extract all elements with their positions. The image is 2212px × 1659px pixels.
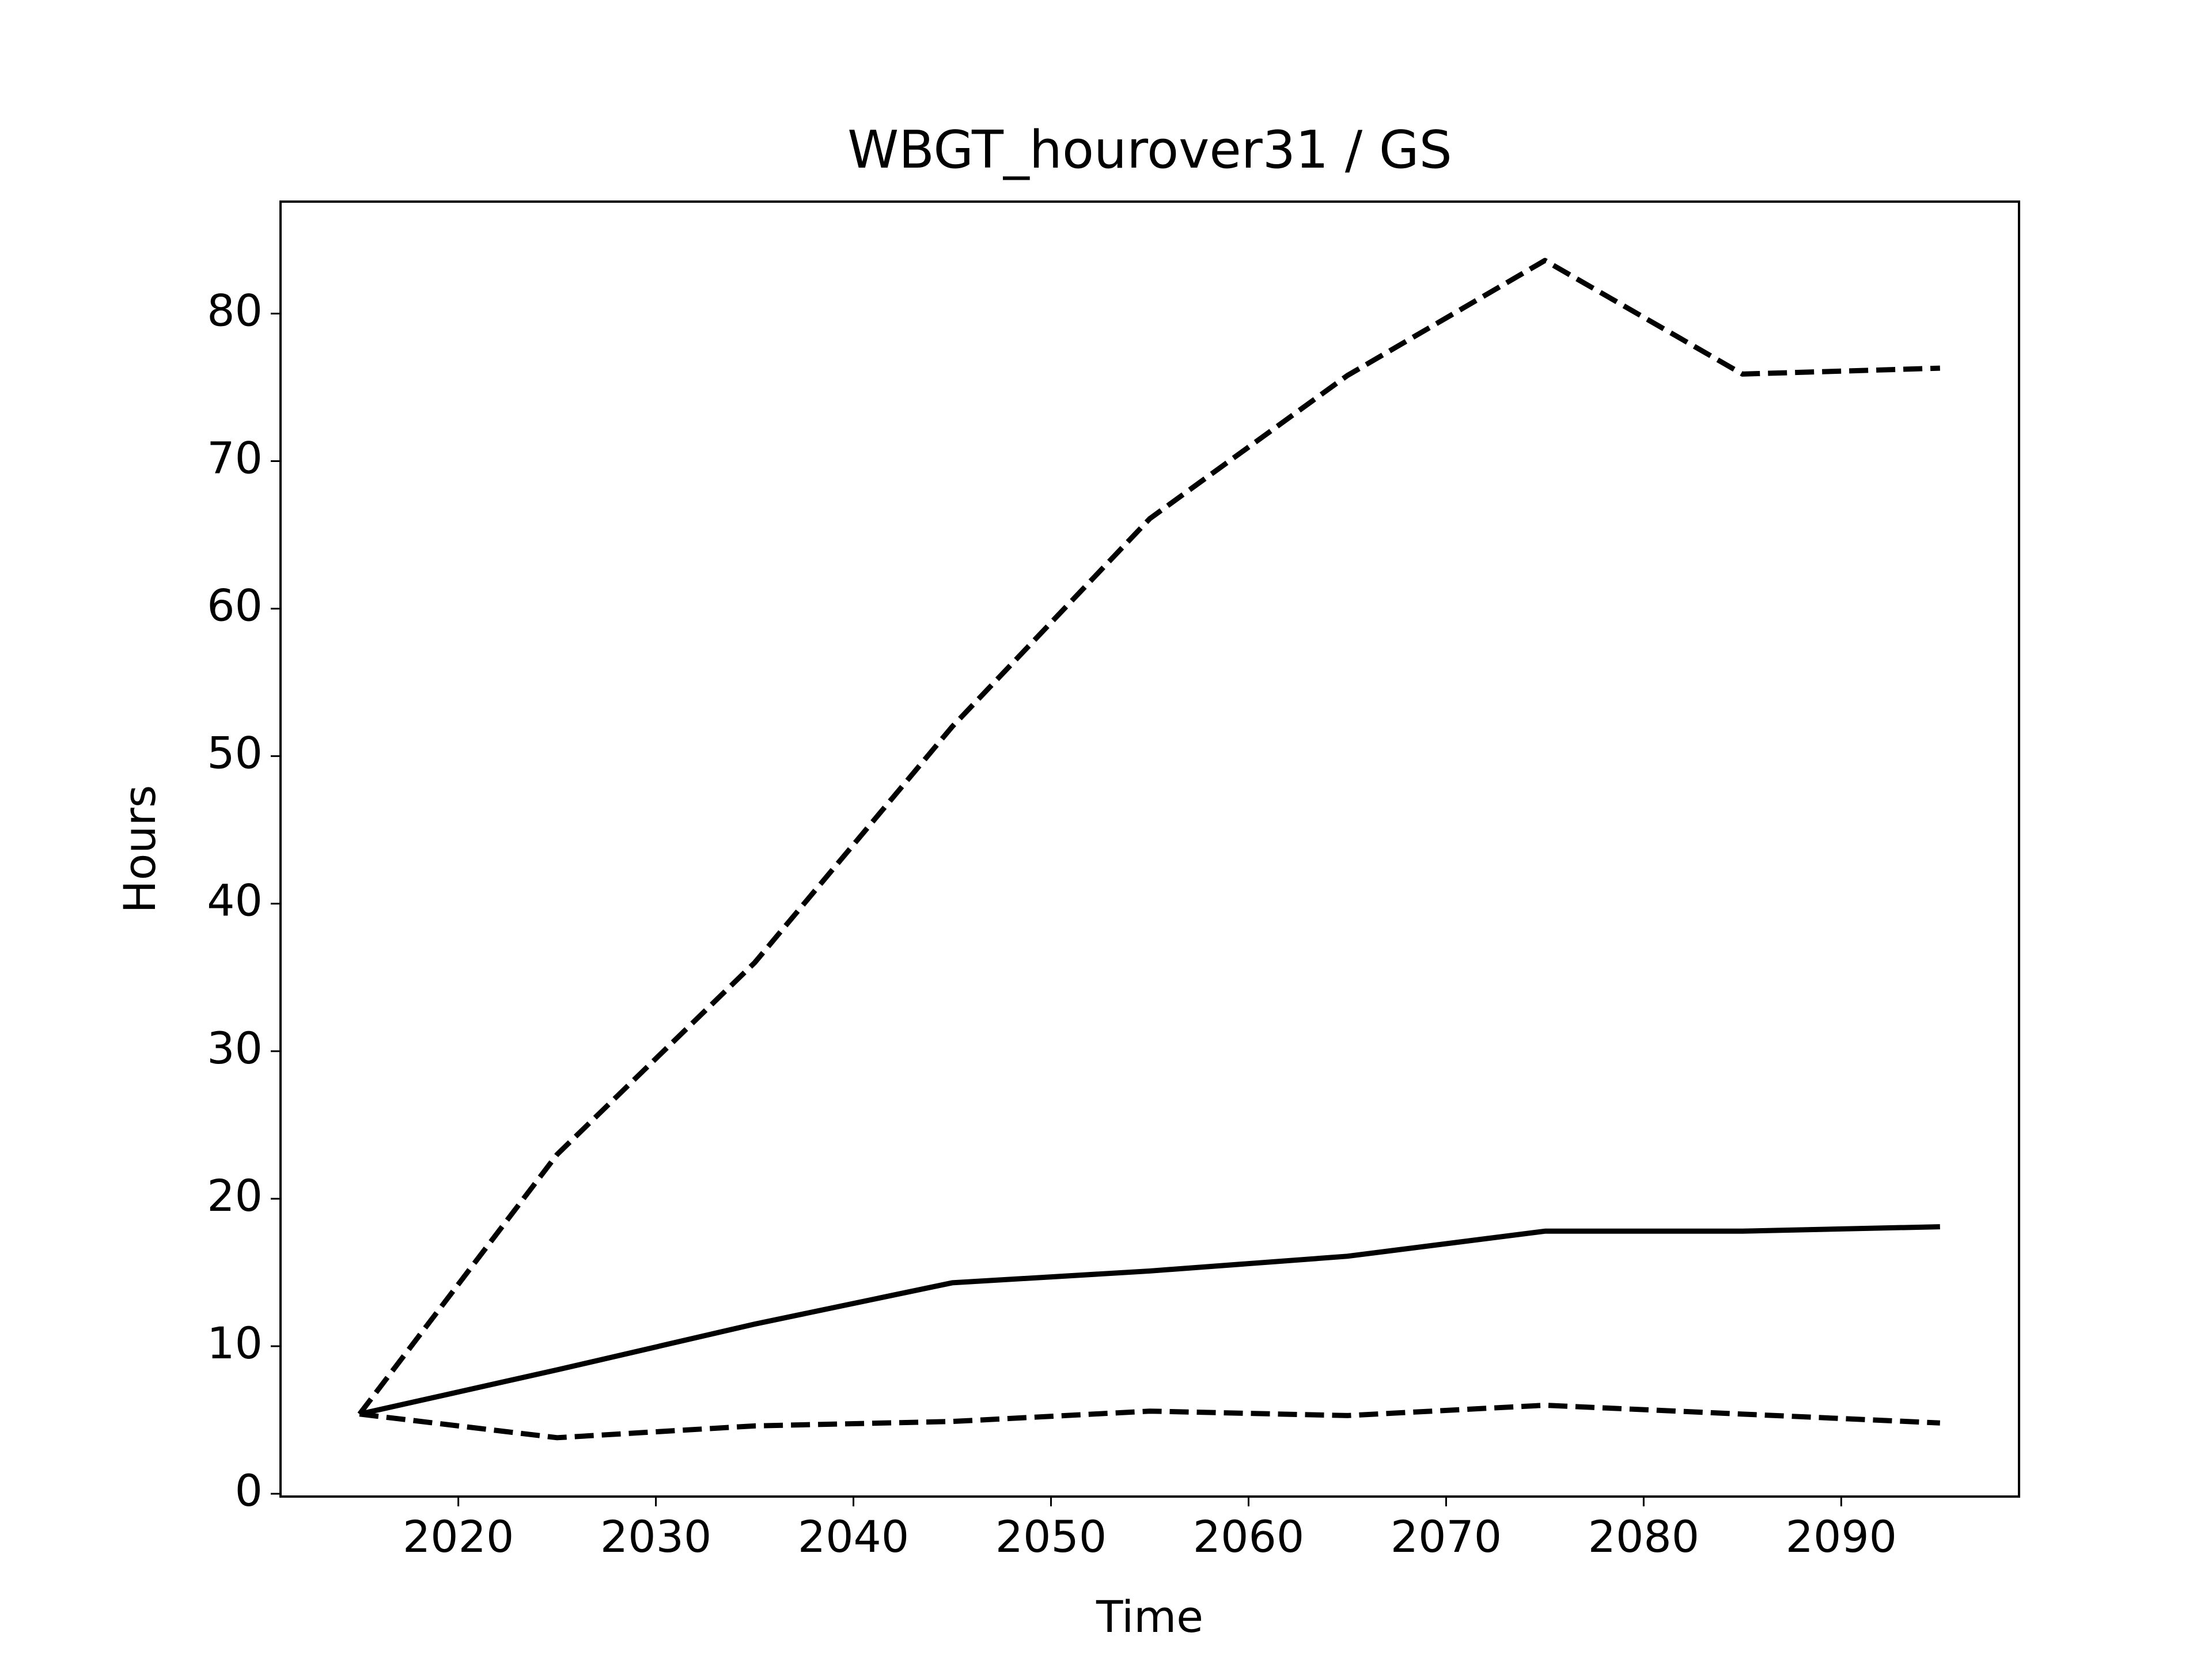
y-tick-label: 20 [207, 1170, 263, 1221]
x-tick-label: 2030 [600, 1511, 711, 1562]
y-tick-label: 10 [207, 1317, 263, 1369]
series-line [359, 1402, 1941, 1441]
x-tick-label: 2050 [995, 1511, 1107, 1562]
y-tick-label: 30 [207, 1022, 263, 1074]
y-axis-label: Hours [114, 785, 165, 914]
y-tick-label: 40 [207, 875, 263, 926]
series-line [359, 1224, 1940, 1417]
x-tick-label: 2040 [798, 1511, 909, 1562]
y-tick-label: 60 [207, 580, 263, 631]
y-tick-label: 70 [207, 432, 263, 483]
x-tick-label: 2080 [1588, 1511, 1699, 1562]
chart-title: WBGT_hourover31 / GS [847, 120, 1452, 180]
y-tick-label: 50 [207, 728, 263, 779]
x-axis-label: Time [1096, 1591, 1203, 1642]
y-tick-label: 80 [207, 285, 263, 336]
y-tick-label: 0 [235, 1465, 263, 1516]
series-line [357, 257, 1940, 1416]
x-tick-label: 2070 [1391, 1511, 1502, 1562]
plot-frame [279, 200, 2020, 1498]
x-tick-label: 2020 [403, 1511, 514, 1562]
x-tick-label: 2060 [1193, 1511, 1304, 1562]
x-tick-label: 2090 [1786, 1511, 1897, 1562]
